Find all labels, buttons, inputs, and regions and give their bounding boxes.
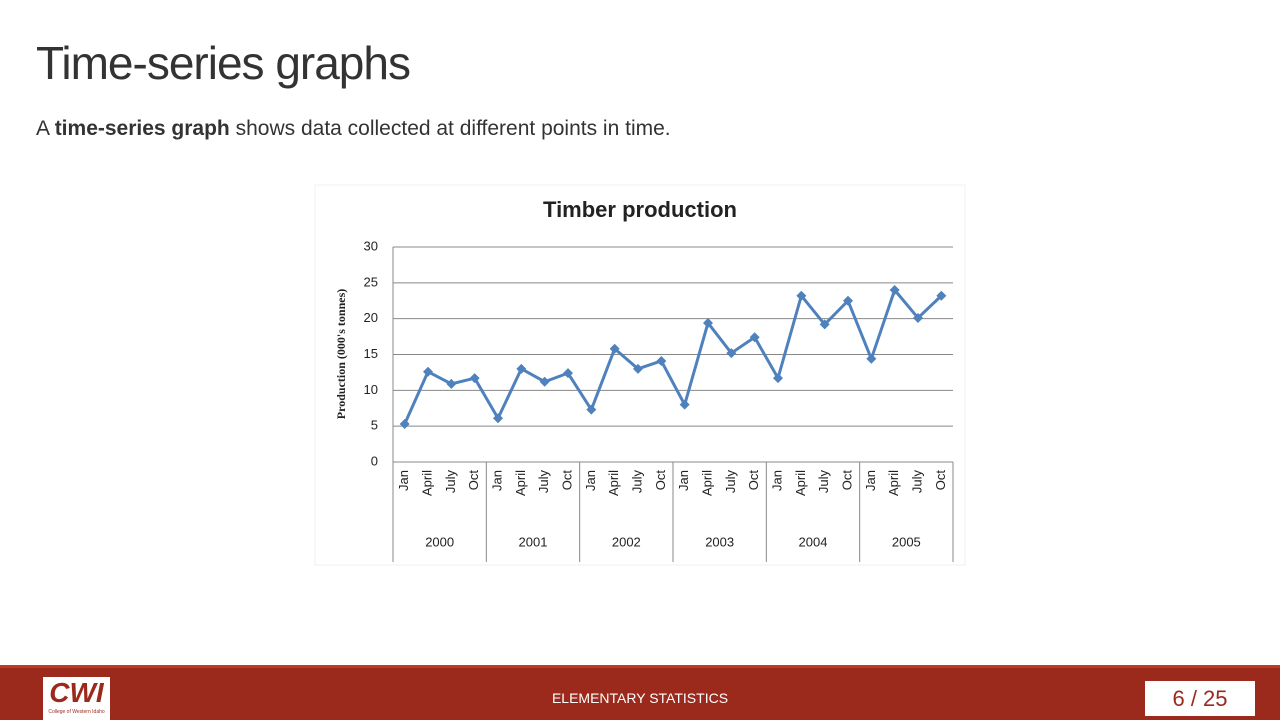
data-marker bbox=[516, 363, 527, 374]
page-number: 6 / 25 bbox=[1145, 681, 1255, 716]
x-tick-label: Jan bbox=[396, 470, 411, 491]
data-marker bbox=[866, 353, 877, 364]
x-tick-label: Jan bbox=[676, 470, 691, 491]
data-marker bbox=[469, 373, 480, 384]
x-tick-label: April bbox=[419, 470, 434, 496]
x-group-label: 2001 bbox=[519, 534, 548, 549]
x-tick-label: Oct bbox=[839, 470, 854, 491]
data-marker bbox=[913, 312, 923, 323]
data-marker bbox=[796, 290, 807, 301]
data-marker bbox=[539, 376, 550, 387]
y-tick-label: 0 bbox=[371, 453, 378, 468]
x-group-label: 2000 bbox=[425, 534, 454, 549]
x-tick-label: Oct bbox=[933, 470, 948, 491]
footer: CWI College of Western Idaho ELEMENTARY S… bbox=[0, 665, 1280, 720]
bold-text: time-series graph bbox=[54, 117, 230, 140]
data-marker bbox=[563, 368, 573, 379]
x-group-label: 2005 bbox=[892, 534, 921, 549]
x-tick-label: July bbox=[629, 470, 644, 494]
data-marker bbox=[819, 319, 830, 330]
x-tick-label: April bbox=[513, 470, 528, 496]
y-tick-label: 5 bbox=[371, 418, 378, 433]
x-tick-label: April bbox=[886, 470, 901, 496]
data-marker bbox=[399, 419, 410, 430]
chart: Timber production Production (000's tonn… bbox=[314, 184, 966, 566]
chart-title: Timber production bbox=[543, 197, 737, 222]
x-tick-label: July bbox=[443, 470, 458, 494]
x-group-label: 2002 bbox=[612, 534, 641, 549]
x-tick-label: April bbox=[699, 470, 714, 496]
x-tick-label: Oct bbox=[466, 470, 481, 491]
x-tick-label: Oct bbox=[653, 470, 668, 491]
x-group-label: 2004 bbox=[799, 534, 828, 549]
y-tick-label: 30 bbox=[364, 238, 378, 253]
x-tick-label: Jan bbox=[863, 470, 878, 491]
data-line bbox=[403, 288, 943, 425]
course-name: ELEMENTARY STATISTICS bbox=[551, 690, 729, 706]
logo-text: CWI bbox=[49, 677, 104, 708]
slide-subtitle: A time-series graph shows data collected… bbox=[36, 117, 671, 141]
x-tick-label: Oct bbox=[746, 470, 761, 491]
data-marker bbox=[726, 348, 737, 359]
x-tick-label: Jan bbox=[489, 470, 504, 491]
slide-title: Time-series graphs bbox=[36, 37, 411, 89]
data-marker bbox=[679, 399, 690, 410]
data-marker bbox=[656, 355, 667, 366]
y-tick-label: 20 bbox=[364, 310, 378, 325]
data-marker bbox=[493, 413, 503, 424]
x-tick-label: Oct bbox=[559, 470, 574, 491]
data-marker bbox=[936, 290, 947, 301]
data-marker bbox=[633, 363, 643, 374]
data-marker bbox=[889, 285, 900, 295]
data-marker bbox=[749, 332, 760, 343]
x-group-label: 2003 bbox=[705, 534, 734, 549]
data-marker bbox=[703, 317, 713, 328]
y-tick-label: 10 bbox=[364, 382, 378, 397]
logo: CWI College of Western Idaho bbox=[43, 677, 110, 720]
chart-background bbox=[314, 184, 966, 566]
data-marker bbox=[423, 366, 433, 377]
x-tick-label: Jan bbox=[769, 470, 784, 491]
text: A bbox=[36, 117, 55, 140]
y-tick-label: 25 bbox=[364, 274, 378, 289]
y-tick-label: 15 bbox=[364, 346, 378, 361]
x-tick-label: July bbox=[723, 470, 738, 494]
data-marker bbox=[586, 404, 597, 415]
data-marker bbox=[843, 295, 853, 306]
y-axis-title: Production (000's tonnes) bbox=[334, 289, 348, 419]
text: shows data collected at different points… bbox=[229, 117, 671, 140]
x-tick-label: July bbox=[816, 470, 831, 494]
data-marker bbox=[446, 378, 457, 389]
logo-caption: College of Western Idaho bbox=[48, 709, 105, 715]
x-tick-label: April bbox=[793, 470, 808, 496]
data-marker bbox=[773, 373, 783, 384]
x-tick-label: July bbox=[536, 470, 551, 494]
data-marker bbox=[609, 343, 620, 354]
x-tick-label: July bbox=[909, 470, 924, 494]
x-tick-label: Jan bbox=[583, 470, 598, 491]
x-tick-label: April bbox=[606, 470, 621, 496]
